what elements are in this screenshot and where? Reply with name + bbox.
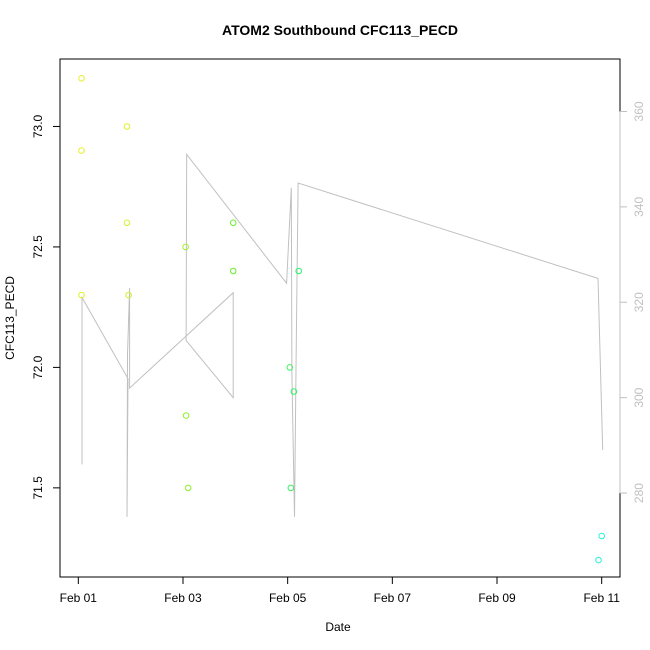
chart-title: ATOM2 Southbound CFC113_PECD bbox=[222, 22, 458, 38]
data-point bbox=[125, 291, 132, 299]
data-point bbox=[78, 291, 85, 299]
y2-tick-label: 320 bbox=[632, 292, 646, 312]
y-axis-label: CFC113_PECD bbox=[3, 276, 17, 360]
y-tick-label: 72.0 bbox=[31, 355, 45, 379]
x-tick-label: Feb 05 bbox=[269, 591, 307, 605]
y-tick-label: 71.5 bbox=[31, 476, 45, 500]
data-point bbox=[598, 532, 606, 540]
data-point bbox=[78, 75, 85, 82]
x-tick-label: Feb 01 bbox=[60, 591, 98, 605]
plot-frame bbox=[59, 58, 621, 578]
secondary-series-line-group bbox=[81, 152, 604, 517]
data-point bbox=[184, 484, 192, 492]
x-tick-label: Feb 11 bbox=[583, 591, 620, 605]
y-tick-label: 72.5 bbox=[31, 235, 45, 259]
data-point bbox=[290, 388, 298, 395]
data-point bbox=[182, 243, 189, 251]
data-point bbox=[229, 267, 237, 275]
data-point bbox=[229, 219, 237, 227]
data-point bbox=[595, 556, 602, 564]
y2-tick-label: 280 bbox=[632, 483, 646, 503]
data-point bbox=[286, 364, 294, 371]
y2-axis: 280 300 320 340 360 bbox=[619, 101, 646, 503]
x-axis: Feb 01 Feb 03 Feb 05 Feb 07 Feb 09 Feb 11 bbox=[60, 576, 620, 605]
data-point bbox=[78, 147, 85, 154]
data-point bbox=[182, 412, 190, 419]
data-point bbox=[295, 267, 303, 275]
y-tick-label: 73.0 bbox=[31, 114, 45, 138]
x-tick-label: Feb 09 bbox=[478, 591, 516, 605]
x-tick-label: Feb 07 bbox=[374, 591, 412, 605]
x-axis-label: Date bbox=[325, 620, 351, 634]
x-tick-label: Feb 03 bbox=[164, 591, 202, 605]
data-point bbox=[123, 123, 131, 130]
data-point bbox=[287, 484, 295, 492]
y2-tick-label: 340 bbox=[632, 197, 646, 217]
secondary-series-line bbox=[81, 152, 604, 517]
y2-tick-label: 360 bbox=[632, 101, 646, 121]
data-points bbox=[78, 75, 606, 564]
y-axis: 71.5 72.0 72.5 73.0 bbox=[31, 114, 61, 500]
y2-tick-label: 300 bbox=[632, 387, 646, 407]
data-point bbox=[123, 219, 131, 227]
